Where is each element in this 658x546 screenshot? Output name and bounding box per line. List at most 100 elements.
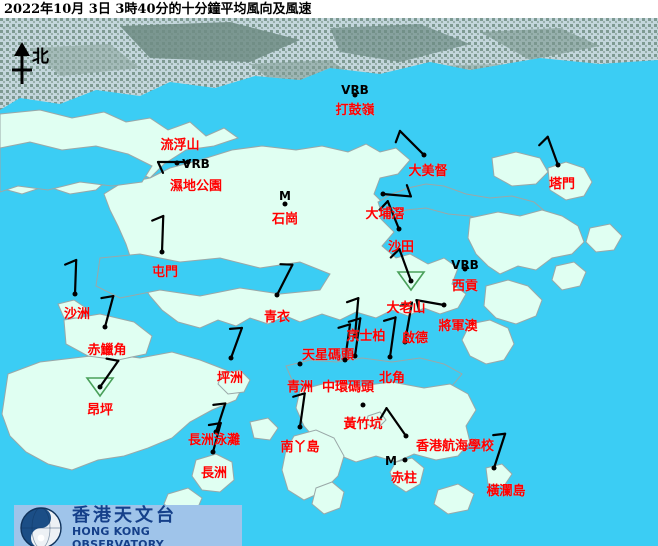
- station-dot[interactable]: [210, 449, 216, 455]
- hko-logo: 香港天文台 HONG KONG OBSERVATORY: [14, 505, 242, 546]
- station-label[interactable]: 塔門: [548, 177, 576, 192]
- land-sai-kung-east: [483, 279, 543, 325]
- wind-barb: [389, 247, 413, 283]
- wind-barb: [415, 299, 446, 313]
- station-label[interactable]: 北角: [378, 371, 406, 386]
- station-label[interactable]: 屯門: [151, 265, 179, 280]
- wind-barb: [292, 392, 306, 429]
- station-dot[interactable]: [402, 457, 408, 463]
- wind-barb: [378, 200, 401, 231]
- station-label[interactable]: 大埔滘: [365, 207, 405, 222]
- barb-shaft: [103, 294, 115, 329]
- barb-full: [100, 294, 115, 300]
- station-label[interactable]: 長洲: [200, 466, 228, 481]
- station-label[interactable]: 沙田: [387, 240, 415, 255]
- hko-logo-cn: 香港天文台: [72, 504, 177, 526]
- station-dot[interactable]: [360, 402, 366, 408]
- barb-shaft: [214, 402, 227, 434]
- station-label[interactable]: 長洲泳灘: [187, 433, 241, 448]
- station-dot[interactable]: [555, 162, 561, 168]
- station-dot[interactable]: [462, 266, 468, 272]
- station-dot[interactable]: [352, 353, 358, 359]
- station-label[interactable]: 沙洲: [63, 307, 91, 322]
- wind-barb: [156, 160, 190, 175]
- variable-wind-indicator: VRB: [451, 258, 479, 272]
- barb-full: [389, 247, 401, 259]
- map-canvas[interactable]: 北 VRB 打鼓嶺 流浮山 VRB 濕地公園 M 石崗 大美督 塔門 大埔滘 沙田 VRB 西貢 大老山將…: [0, 18, 658, 546]
- north-arrow: 北: [8, 40, 68, 88]
- station-dot[interactable]: [159, 249, 165, 255]
- station-dot[interactable]: [185, 159, 191, 165]
- barb-full: [105, 357, 120, 362]
- wind-barb: [98, 357, 120, 389]
- station-label[interactable]: 大老山: [386, 301, 426, 316]
- wind-barb: [399, 301, 414, 344]
- station-label[interactable]: 赤柱: [390, 471, 418, 486]
- station-label[interactable]: 南丫島: [280, 440, 320, 455]
- land-sk-island-a: [551, 261, 587, 291]
- north-arrow-label: 北: [32, 47, 49, 67]
- station-label[interactable]: 橫瀾島: [486, 484, 526, 499]
- barb-full: [347, 317, 362, 323]
- barb-shaft: [98, 359, 120, 389]
- station-dot[interactable]: [228, 355, 234, 361]
- station-dot[interactable]: [213, 429, 219, 435]
- station-dot[interactable]: [421, 152, 427, 158]
- station-dot[interactable]: [408, 278, 414, 284]
- station-dot[interactable]: [282, 201, 288, 207]
- station-dot[interactable]: [102, 324, 108, 330]
- station-dot[interactable]: [396, 226, 402, 232]
- barb-full: [151, 214, 165, 222]
- station-label[interactable]: 昂坪: [86, 403, 114, 418]
- station-label[interactable]: 赤鱲角: [87, 343, 127, 358]
- station-dot[interactable]: [403, 433, 409, 439]
- station-label[interactable]: 將軍澳: [438, 319, 478, 334]
- barb-full: [405, 184, 412, 198]
- station-label[interactable]: 大美督: [408, 164, 448, 179]
- barb-shaft: [546, 135, 560, 167]
- station-dot[interactable]: [387, 354, 393, 360]
- station-dot[interactable]: [97, 384, 103, 390]
- site-marker-triangle: [85, 377, 115, 398]
- station-dot[interactable]: [72, 291, 78, 297]
- west-channel: [95, 253, 331, 299]
- barb-full: [538, 135, 549, 147]
- station-label[interactable]: 京士柏: [346, 329, 386, 344]
- station-label[interactable]: 黃竹坑: [343, 417, 383, 432]
- barb-full: [382, 316, 397, 322]
- station-label[interactable]: 石崗: [271, 212, 299, 227]
- barb-full: [292, 392, 306, 398]
- station-dot[interactable]: [297, 424, 303, 430]
- station-dot[interactable]: [274, 292, 280, 298]
- station-dot[interactable]: [402, 339, 408, 345]
- station-label[interactable]: 坪洲: [216, 371, 244, 386]
- land-sk-island-b: [585, 223, 623, 253]
- station-label[interactable]: 天星碼頭: [301, 348, 355, 363]
- station-dot[interactable]: [441, 302, 447, 308]
- station-dot[interactable]: [342, 357, 348, 363]
- variable-wind-indicator: VRB: [341, 83, 369, 97]
- station-dot[interactable]: [174, 160, 180, 166]
- land-small-island-a: [249, 417, 279, 441]
- station-label[interactable]: 濕地公園: [169, 179, 223, 194]
- station-dot[interactable]: [380, 191, 386, 197]
- station-label[interactable]: 中環碼頭: [321, 380, 375, 395]
- station-label[interactable]: 啟德: [401, 331, 429, 346]
- station-label[interactable]: 流浮山: [160, 138, 200, 153]
- barb-shaft: [492, 432, 507, 470]
- station-dot[interactable]: [352, 333, 358, 339]
- station-label[interactable]: 青洲: [286, 380, 314, 395]
- barb-shaft: [398, 129, 426, 157]
- calm-indicator: M: [279, 189, 291, 203]
- station-dot[interactable]: [297, 361, 303, 367]
- station-label[interactable]: 青衣: [263, 310, 291, 325]
- station-dot[interactable]: [352, 92, 358, 98]
- station-dot[interactable]: [491, 465, 497, 471]
- station-label[interactable]: 西貢: [451, 279, 479, 294]
- barb-full: [279, 263, 294, 266]
- wind-barb: [212, 402, 227, 434]
- station-label[interactable]: 打鼓嶺: [335, 103, 375, 118]
- land-sai-kung: [467, 209, 585, 275]
- barb-shaft: [403, 301, 414, 344]
- station-label[interactable]: 香港航海學校: [415, 439, 495, 454]
